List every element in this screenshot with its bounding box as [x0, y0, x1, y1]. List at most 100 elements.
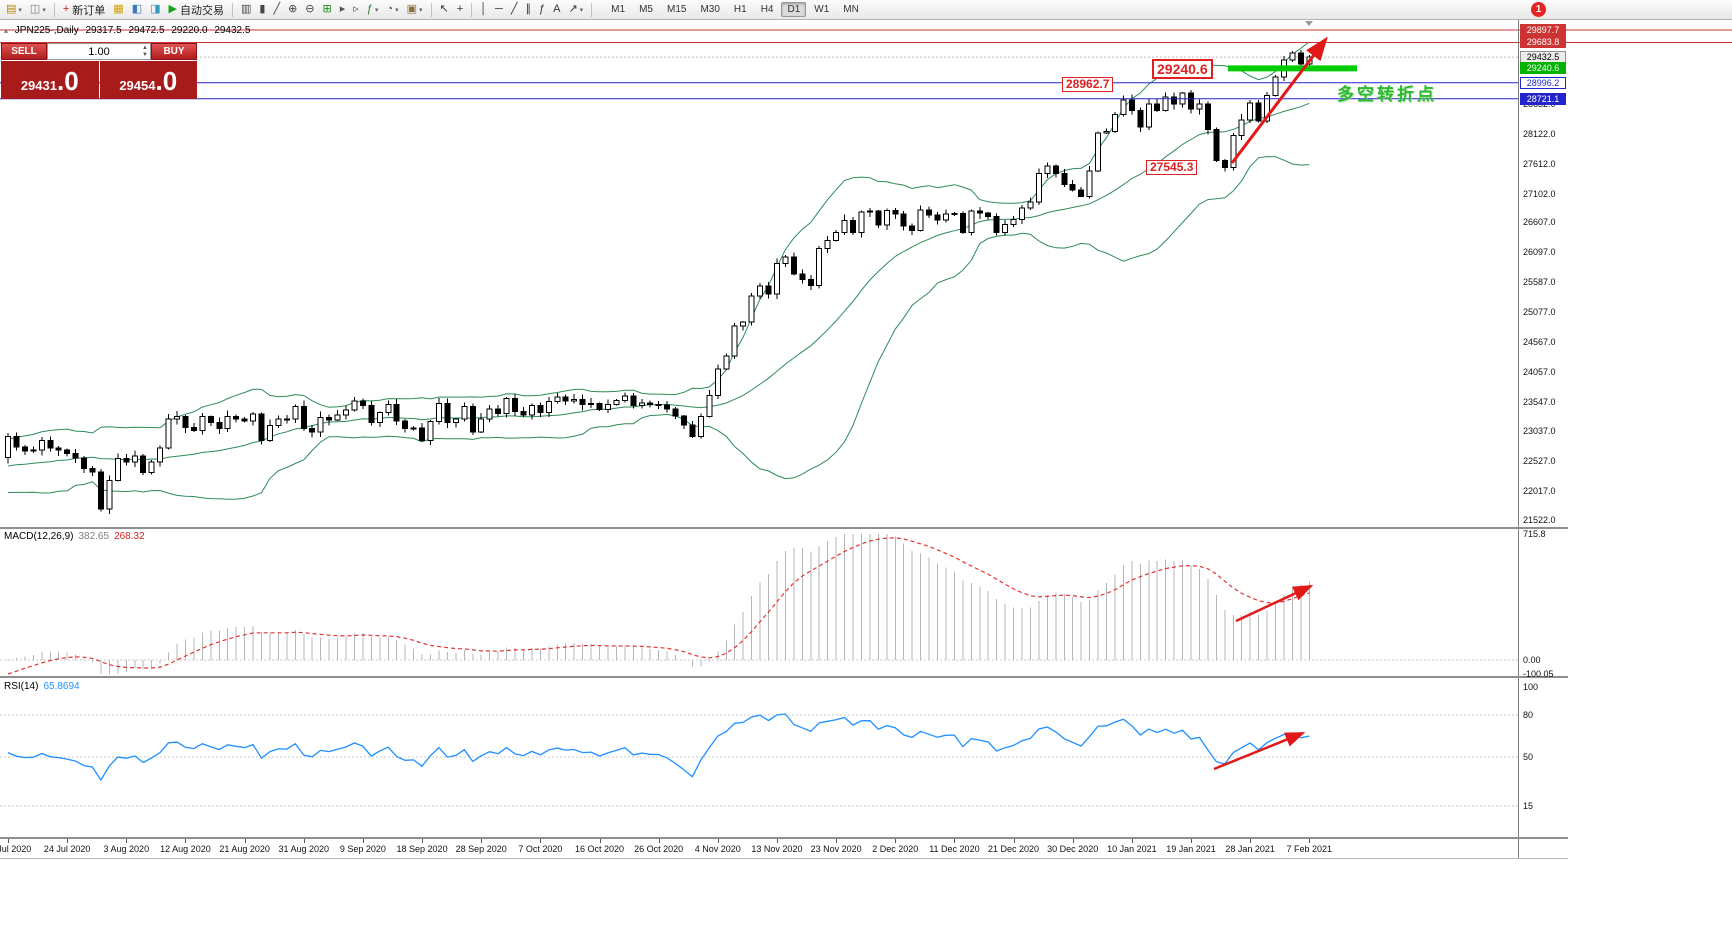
- time-tick: [126, 839, 128, 843]
- spin-up-icon[interactable]: ▲: [142, 45, 148, 51]
- timeframe-w1[interactable]: W1: [814, 4, 830, 15]
- indicators-icon-button[interactable]: ƒ ▾: [364, 1, 382, 18]
- price-tick-label: 25587.0: [1523, 277, 1556, 288]
- time-tick: [244, 839, 246, 843]
- chart-shift-icon-button[interactable]: ▹: [350, 1, 362, 18]
- rsi-value: 65.8694: [43, 681, 80, 692]
- time-tick: [8, 839, 9, 843]
- toolbar-separator: [471, 2, 473, 17]
- price-tick-label: 24057.0: [1523, 366, 1556, 377]
- pane-separator-macd-rsi[interactable]: [0, 676, 1568, 678]
- zoom-out-icon: ⊖: [305, 3, 315, 15]
- tile-windows-icon-button[interactable]: ⊞: [320, 1, 335, 18]
- time-label: 3 Aug 2020: [103, 844, 150, 854]
- timeframe-m1[interactable]: M1: [611, 4, 626, 15]
- time-label: 21 Aug 2020: [219, 844, 270, 854]
- time-tick: [776, 839, 778, 843]
- arrows-icon-button[interactable]: ↗ ▾: [565, 1, 586, 18]
- trendline-icon: ╱: [510, 3, 518, 15]
- trendline-icon-button[interactable]: ╱: [508, 1, 521, 18]
- zoom-out-icon-button[interactable]: ⊖: [302, 1, 317, 18]
- time-label: 28 Jan 2021: [1225, 844, 1275, 854]
- data-window-icon: ◨: [150, 3, 161, 15]
- chart-window-icon-button[interactable]: ▦: [110, 1, 126, 18]
- sell-price[interactable]: 29431.0: [1, 61, 99, 99]
- notification-badge[interactable]: 1: [1531, 2, 1546, 17]
- time-label: 28 Sep 2020: [455, 844, 507, 854]
- timeframe-m15[interactable]: M15: [666, 4, 687, 15]
- lot-size-field[interactable]: 1.00 ▲ ▼: [47, 43, 151, 60]
- rsi-name: RSI(14): [4, 681, 39, 692]
- timeframe-mn[interactable]: MN: [843, 4, 859, 15]
- buy-price-main: 29454: [119, 78, 156, 93]
- cursor-icon-button[interactable]: ↖: [437, 1, 452, 18]
- price-annotation-27545[interactable]: 27545.3: [1146, 160, 1198, 175]
- periods-icon-button[interactable]: ◔ ▾: [383, 1, 401, 18]
- timeframe-m5[interactable]: M5: [639, 4, 653, 15]
- time-axis[interactable]: 15 Jul 2020 24 Jul 2020 3 Aug 2020 12 Aug 2…: [0, 839, 1518, 858]
- zoom-in-icon-button[interactable]: ⊕: [285, 1, 300, 18]
- price-axis[interactable]: 28632.028122.027612.027102.026607.026097…: [1520, 20, 1568, 860]
- pane-separator-main-macd[interactable]: [0, 527, 1568, 529]
- fibonacci-icon: ƒ: [538, 3, 546, 15]
- new-order-button[interactable]: + 新订单: [60, 1, 108, 18]
- auto-scroll-icon-button[interactable]: ▸: [337, 1, 349, 18]
- macd-signal-value: 268.32: [114, 531, 145, 542]
- buy-price[interactable]: 29454.0: [99, 61, 197, 99]
- price-tick-label: 22017.0: [1523, 486, 1556, 497]
- price-tick-label: 22527.0: [1523, 456, 1556, 467]
- chart-line-icon-button[interactable]: ╱: [270, 1, 283, 18]
- toolbar-separator: [430, 2, 432, 17]
- toolbar-separator: [53, 2, 55, 17]
- quote-high: 29472.5: [128, 25, 165, 36]
- price-tick-label: 26097.0: [1523, 247, 1556, 258]
- time-label: 30 Dec 2020: [1047, 844, 1099, 854]
- time-label: 18 Sep 2020: [396, 844, 448, 854]
- price-tick-label: 24567.0: [1523, 336, 1556, 347]
- time-tick: [1191, 839, 1192, 843]
- profiles-icon-button[interactable]: ◫ ▾: [27, 1, 49, 18]
- sell-button[interactable]: SELL: [1, 43, 47, 60]
- indicators-icon: ƒ: [366, 3, 373, 15]
- spin-down-icon[interactable]: ▼: [142, 52, 148, 58]
- autotrading-button[interactable]: ▶ 自动交易: [166, 1, 227, 18]
- timeframe-h4[interactable]: H4: [760, 4, 774, 15]
- lot-spinner[interactable]: ▲ ▼: [142, 45, 148, 59]
- time-label: 23 Nov 2020: [810, 844, 862, 854]
- price-tag-29897.7: 29897.7: [1520, 23, 1566, 36]
- price-annotation-28962[interactable]: 28962.7: [1062, 77, 1114, 92]
- price-annotation-29240[interactable]: 29240.6: [1152, 59, 1213, 79]
- vertical-line-icon: │: [480, 3, 488, 15]
- buy-button[interactable]: BUY: [151, 43, 197, 60]
- time-tick: [67, 839, 69, 843]
- time-label: 19 Jan 2021: [1166, 844, 1216, 854]
- timeframe-m30[interactable]: M30: [700, 4, 720, 15]
- data-window-icon-button[interactable]: ◨: [147, 1, 163, 18]
- turning-point-text[interactable]: 多空转折点: [1337, 85, 1437, 104]
- price-tag-29683.8: 29683.8: [1520, 36, 1566, 49]
- horizontal-line-icon-button[interactable]: ─: [492, 1, 506, 18]
- crosshair-icon-button[interactable]: +: [454, 1, 466, 18]
- new-chart-icon-button[interactable]: ▤ ▾: [3, 1, 25, 18]
- macd-axis-label: 0.00: [1523, 655, 1541, 665]
- vertical-line-icon-button[interactable]: │: [477, 1, 490, 18]
- buy-price-frac: .0: [155, 66, 178, 96]
- time-label: 7 Oct 2020: [518, 844, 563, 854]
- text-icon: A: [553, 3, 561, 15]
- timeframe-d1[interactable]: D1: [781, 2, 807, 17]
- fibonacci-icon-button[interactable]: ƒ: [536, 1, 548, 18]
- chart-window-icon: ▦: [113, 3, 124, 15]
- price-tick-label: 27612.0: [1523, 158, 1556, 169]
- channel-icon-button[interactable]: ∥: [522, 1, 534, 18]
- timeframe-h1[interactable]: H1: [733, 4, 747, 15]
- chart-bars-icon-button[interactable]: ▥: [238, 1, 254, 18]
- text-icon-button[interactable]: A: [550, 1, 563, 18]
- market-watch-icon-button[interactable]: ◧: [129, 1, 145, 18]
- chart-bars-icon: ▥: [240, 3, 252, 15]
- pane-separator-rsi-time[interactable]: [0, 837, 1568, 839]
- dropdown-arrow-icon: ▾: [18, 6, 22, 14]
- templates-icon-button[interactable]: ▣ ▾: [404, 1, 426, 18]
- chart-candles-icon-button[interactable]: ▮: [256, 1, 268, 18]
